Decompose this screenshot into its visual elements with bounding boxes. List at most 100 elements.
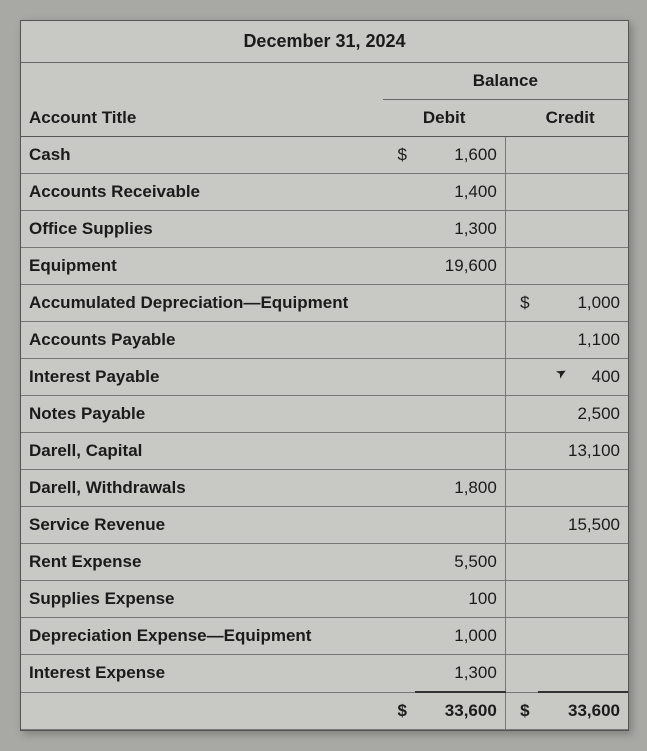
table-row: Equipment19,600: [21, 248, 628, 285]
account-title: Equipment: [21, 248, 383, 285]
table-row: Accounts Payable 1,100: [21, 322, 628, 359]
debit-value: [415, 396, 505, 433]
account-title: Depreciation Expense—Equipment: [21, 618, 383, 655]
credit-value: [538, 470, 628, 507]
credit-value: [538, 248, 628, 285]
total-credit-symbol: $: [505, 692, 537, 730]
account-title: Rent Expense: [21, 544, 383, 581]
debit-value: 1,600: [415, 137, 505, 174]
debit-value: [415, 285, 505, 322]
credit-symbol: [505, 174, 537, 211]
account-title: Supplies Expense: [21, 581, 383, 618]
debit-symbol: [383, 544, 415, 581]
debit-value: 1,300: [415, 211, 505, 248]
account-title: Accounts Payable: [21, 322, 383, 359]
balance-header-row: Balance: [21, 63, 628, 100]
debit-symbol: [383, 655, 415, 693]
debit-header: Debit: [415, 100, 505, 137]
column-header-row: Account Title Debit Credit: [21, 100, 628, 137]
credit-symbol: [505, 618, 537, 655]
debit-value: [415, 322, 505, 359]
credit-value: [538, 618, 628, 655]
trial-balance-sheet: December 31, 2024 Balance Account Title …: [20, 20, 629, 731]
credit-value: [538, 655, 628, 693]
debit-value: 1,300: [415, 655, 505, 693]
credit-value: 1,100: [538, 322, 628, 359]
total-row: $ 33,600 $ 33,600: [21, 692, 628, 730]
total-credit: 33,600: [538, 692, 628, 730]
account-title: Darell, Withdrawals: [21, 470, 383, 507]
account-title: Office Supplies: [21, 211, 383, 248]
credit-symbol: [505, 507, 537, 544]
debit-value: [415, 433, 505, 470]
account-title: Interest Expense: [21, 655, 383, 693]
trial-balance-table: Balance Account Title Debit Credit Cash$…: [21, 63, 628, 730]
table-row: Darell, Withdrawals 1,800: [21, 470, 628, 507]
debit-symbol: [383, 285, 415, 322]
credit-symbol: [505, 544, 537, 581]
credit-symbol: [505, 322, 537, 359]
debit-value: [415, 359, 505, 396]
debit-symbol: [383, 433, 415, 470]
debit-value: 100: [415, 581, 505, 618]
table-row: Interest Expense 1,300: [21, 655, 628, 693]
debit-symbol: [383, 507, 415, 544]
table-row: Cash$1,600: [21, 137, 628, 174]
debit-symbol: [383, 322, 415, 359]
debit-symbol: [383, 211, 415, 248]
credit-value: [538, 544, 628, 581]
table-row: Accounts Receivable 1,400: [21, 174, 628, 211]
credit-symbol: [505, 211, 537, 248]
credit-symbol: [505, 359, 537, 396]
debit-value: 1,000: [415, 618, 505, 655]
credit-header: Credit: [538, 100, 628, 137]
debit-symbol: $: [383, 137, 415, 174]
credit-symbol: [505, 433, 537, 470]
table-row: Rent Expense 5,500: [21, 544, 628, 581]
balance-header: Balance: [383, 63, 628, 100]
account-title: Accounts Receivable: [21, 174, 383, 211]
credit-symbol: $: [505, 285, 537, 322]
credit-value: 2,500: [538, 396, 628, 433]
credit-value: [538, 174, 628, 211]
credit-value: 15,500: [538, 507, 628, 544]
credit-value: ➤400: [538, 359, 628, 396]
debit-symbol: [383, 470, 415, 507]
debit-symbol: [383, 248, 415, 285]
table-row: Office Supplies 1,300: [21, 211, 628, 248]
account-title: Interest Payable: [21, 359, 383, 396]
debit-symbol: [383, 359, 415, 396]
account-title: Accumulated Depreciation—Equipment: [21, 285, 383, 322]
debit-value: 1,400: [415, 174, 505, 211]
table-row: Darell, Capital 13,100: [21, 433, 628, 470]
debit-value: 5,500: [415, 544, 505, 581]
account-title-header: Account Title: [21, 100, 383, 137]
total-debit-symbol: $: [383, 692, 415, 730]
table-row: Accumulated Depreciation—Equipment $1,000: [21, 285, 628, 322]
debit-symbol: [383, 618, 415, 655]
table-row: Supplies Expense 100: [21, 581, 628, 618]
debit-symbol: [383, 581, 415, 618]
credit-symbol: [505, 396, 537, 433]
account-title: Cash: [21, 137, 383, 174]
account-title: Service Revenue: [21, 507, 383, 544]
total-debit: 33,600: [415, 692, 505, 730]
credit-value: [538, 137, 628, 174]
credit-symbol: [505, 470, 537, 507]
table-row: Notes Payable 2,500: [21, 396, 628, 433]
table-row: Depreciation Expense—Equipment 1,000: [21, 618, 628, 655]
sheet-date-title: December 31, 2024: [21, 21, 628, 63]
debit-symbol: [383, 174, 415, 211]
table-row: Interest Payable ➤400: [21, 359, 628, 396]
credit-value: 13,100: [538, 433, 628, 470]
credit-value: 1,000: [538, 285, 628, 322]
credit-symbol: [505, 248, 537, 285]
cursor-icon: ➤: [552, 363, 569, 382]
account-title: Darell, Capital: [21, 433, 383, 470]
credit-value: [538, 581, 628, 618]
account-title: Notes Payable: [21, 396, 383, 433]
debit-value: [415, 507, 505, 544]
credit-value: [538, 211, 628, 248]
credit-symbol: [505, 655, 537, 693]
debit-value: 1,800: [415, 470, 505, 507]
